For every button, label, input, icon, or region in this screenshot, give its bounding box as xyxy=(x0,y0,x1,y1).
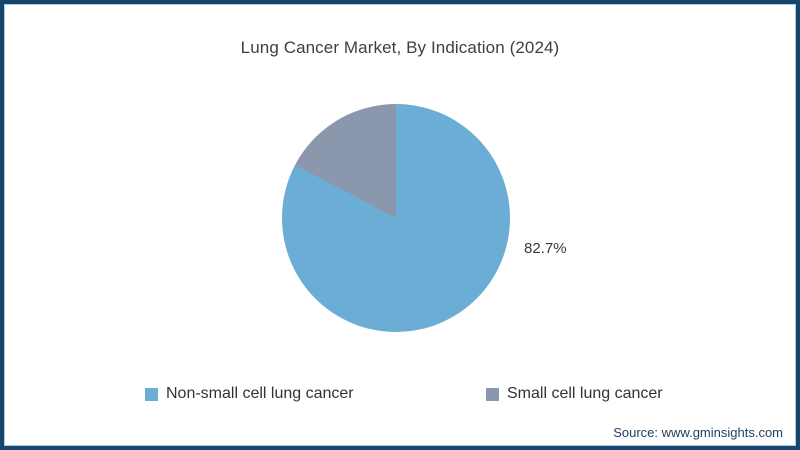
legend-item-sclc: Small cell lung cancer xyxy=(486,385,663,403)
legend-label-nsclc: Non-small cell lung cancer xyxy=(166,385,354,402)
legend-swatch-nsclc xyxy=(145,387,158,401)
source-note: Source: www.gminsights.com xyxy=(613,425,783,440)
legend-label-sclc: Small cell lung cancer xyxy=(507,385,663,402)
legend-item-nsclc: Non-small cell lung cancer xyxy=(145,385,354,403)
pie-chart xyxy=(282,104,510,332)
legend-swatch-sclc xyxy=(486,387,499,401)
pie-data-label: 82.7% xyxy=(524,240,567,257)
chart-title: Lung Cancer Market, By Indication (2024) xyxy=(240,38,560,57)
